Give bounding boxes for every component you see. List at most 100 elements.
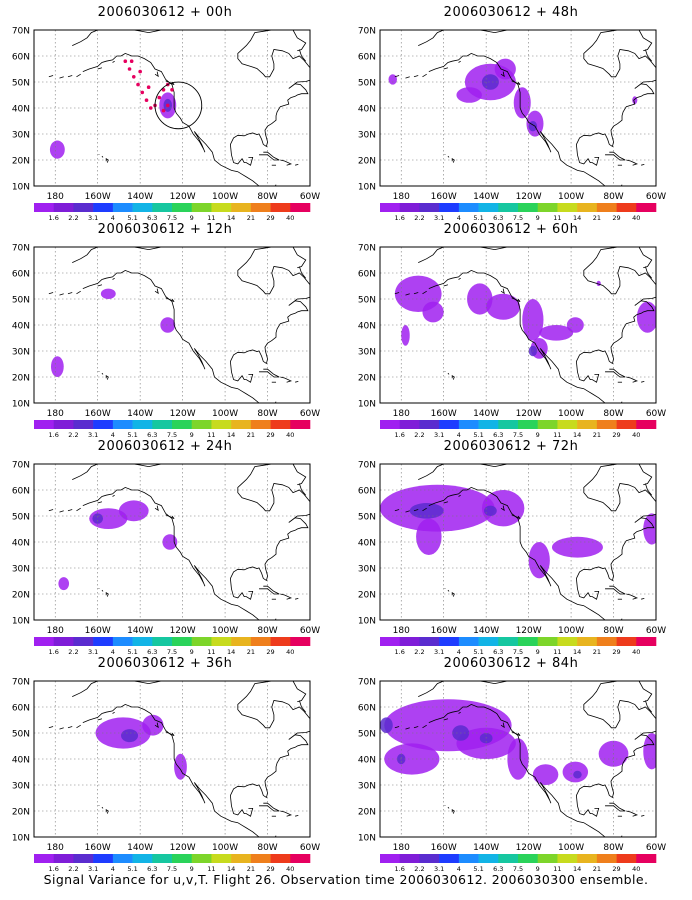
coastline — [626, 810, 639, 817]
colorbar-swatch — [577, 854, 598, 863]
island — [105, 808, 109, 814]
island — [500, 505, 505, 512]
coastline — [641, 164, 645, 166]
colorbar-swatch — [270, 637, 291, 646]
colorbar-swatch — [191, 420, 212, 429]
x-tick-label: 60W — [646, 409, 666, 419]
colorbar-label: 9 — [536, 865, 540, 873]
island — [101, 589, 104, 592]
y-tick-label: 20N — [12, 808, 30, 818]
map-panel-00h: 2006030612 + 00h 10N 20N 30N 40N 50N 60N 70N 18… — [0, 5, 330, 222]
coastline — [295, 815, 299, 817]
coastline — [299, 700, 307, 713]
variance-blob — [121, 729, 139, 743]
colorbar-swatch — [439, 854, 460, 863]
observation-point — [161, 88, 166, 92]
y-tick-label: 60N — [358, 270, 376, 280]
variance-blob — [49, 140, 65, 159]
x-tick-label: 60W — [300, 626, 320, 636]
colorbar-swatch — [458, 203, 479, 212]
x-tick-label: 60W — [646, 626, 666, 636]
coastline — [299, 49, 307, 62]
island — [112, 494, 115, 497]
colorbar-swatch — [498, 420, 519, 429]
colorbar-label: 5.1 — [127, 648, 137, 656]
colorbar-label: 1.6 — [395, 214, 405, 222]
colorbar-swatch — [152, 203, 173, 212]
colorbar-label: 1.6 — [395, 865, 405, 873]
coastline — [645, 483, 653, 496]
colorbar-swatch — [132, 854, 153, 863]
plot-area — [34, 247, 310, 403]
panel-title: 2006030612 + 00h — [97, 5, 233, 20]
colorbar-label: 21 — [247, 865, 255, 873]
colorbar-swatch — [577, 637, 598, 646]
colorbar-label: 21 — [247, 648, 255, 656]
map-panel-24h: 2006030612 + 24h 10N 20N 30N 40N 50N 60N 70N 18… — [0, 439, 330, 656]
colorbar-swatch — [93, 854, 114, 863]
colorbar-swatch — [616, 854, 637, 863]
colorbar-label: 5.1 — [473, 431, 483, 439]
colorbar-swatch — [73, 854, 94, 863]
coastline — [274, 401, 277, 403]
x-tick-label: 140W — [127, 843, 153, 853]
coastline — [620, 618, 623, 620]
colorbar-label: 14 — [227, 214, 235, 222]
colorbar-label: 1.6 — [49, 648, 59, 656]
observation-point — [148, 106, 153, 110]
colorbar-swatch — [231, 203, 252, 212]
colorbar-swatch — [537, 203, 558, 212]
colorbar-label: 40 — [632, 214, 640, 222]
colorbar-label: 4 — [111, 431, 115, 439]
variance-blob — [481, 490, 525, 527]
island — [76, 73, 81, 78]
colorbar-swatch — [191, 637, 212, 646]
colorbar-label: 14 — [227, 865, 235, 873]
island — [154, 71, 159, 78]
island — [413, 292, 419, 295]
colorbar-label: 1.6 — [49, 431, 59, 439]
colorbar-label: 4 — [457, 214, 461, 222]
colorbar-label: 7.5 — [513, 865, 523, 873]
coastline — [428, 486, 606, 620]
flight-circle — [154, 81, 203, 130]
island — [413, 75, 419, 78]
variance-blob — [484, 505, 497, 516]
colorbar-label: 4 — [111, 648, 115, 656]
colorbar-label: 14 — [227, 431, 235, 439]
colorbar-swatch — [270, 203, 291, 212]
x-tick-label: 120W — [170, 843, 196, 853]
map-panel-84h: 2006030612 + 84h 10N 20N 30N 40N 50N 60N 70N 18… — [346, 656, 676, 873]
variance-blob — [456, 87, 482, 103]
map-panel-36h: 2006030612 + 36h 10N 20N 30N 40N 50N 60N 70N 18… — [0, 656, 330, 873]
colorbar-swatch — [290, 420, 311, 429]
coastline — [295, 164, 299, 166]
coastline — [638, 30, 653, 52]
coastline — [605, 151, 626, 161]
map-panel-72h: 2006030612 + 72h 10N 20N 30N 40N 50N 60N 70N 18… — [346, 439, 676, 656]
observation-point — [140, 90, 145, 95]
x-tick-label: 100W — [212, 843, 238, 853]
map-panel-60h: 2006030612 + 60h 10N 20N 30N 40N 50N 60N 70N 18… — [346, 222, 676, 439]
island — [112, 60, 115, 63]
panel-title: 2006030612 + 72h — [443, 439, 579, 454]
island — [112, 277, 115, 280]
colorbar-swatch — [231, 854, 252, 863]
colorbar-swatch — [93, 420, 114, 429]
x-tick-label: 120W — [516, 409, 542, 419]
island — [101, 372, 104, 375]
y-tick-label: 50N — [358, 79, 376, 89]
coastline — [229, 464, 310, 600]
island — [413, 726, 419, 729]
colorbar-label: 11 — [207, 648, 215, 656]
y-tick-label: 50N — [12, 513, 30, 523]
colorbar-swatch — [231, 420, 252, 429]
coastline — [82, 486, 260, 620]
coastline — [259, 585, 280, 595]
coastline — [641, 381, 645, 383]
colorbar-label: 6.3 — [147, 648, 157, 656]
variance-blob — [401, 325, 410, 346]
colorbar-label: 11 — [207, 431, 215, 439]
variance-blob — [522, 299, 544, 341]
panel-title: 2006030612 + 60h — [443, 222, 579, 237]
